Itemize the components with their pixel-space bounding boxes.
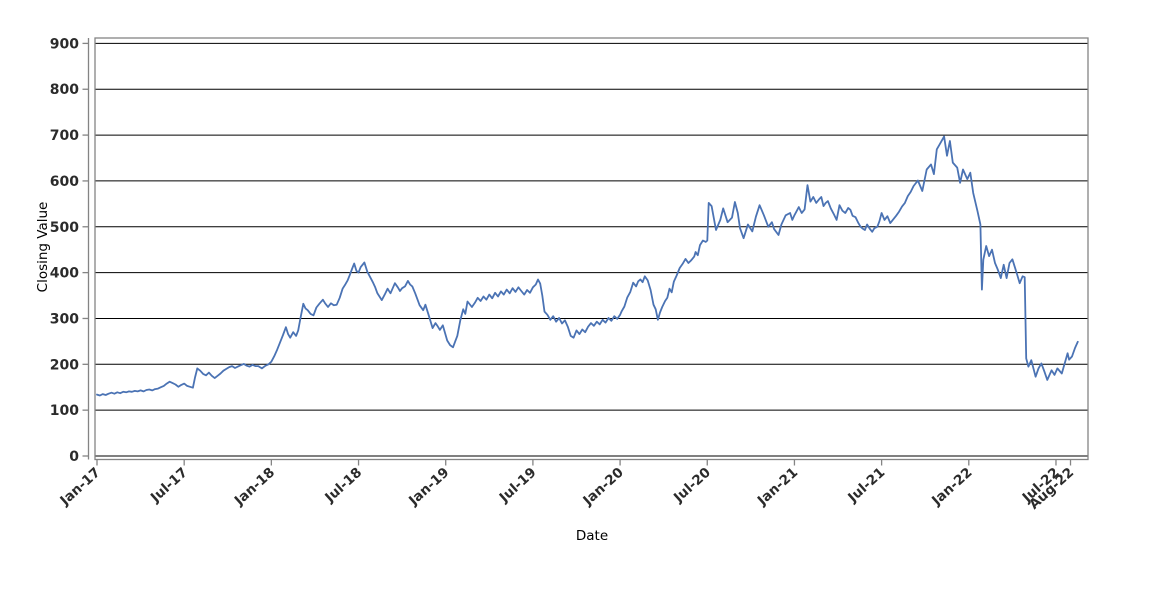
x-tick-label: Jan-22	[928, 465, 975, 510]
x-tick-label: Jan-19	[405, 465, 452, 510]
price-line-series	[96, 135, 1079, 397]
x-tick-label: Jan-18	[231, 465, 278, 510]
y-tick-label: 800	[50, 82, 79, 98]
x-tick-label: Jul-21	[844, 465, 888, 507]
x-tick-label: Jan-20	[580, 465, 627, 510]
y-tick-label: 500	[50, 220, 79, 236]
y-axis-ticks: 0 100 200 300 400 500 600 700 800 900	[50, 36, 89, 465]
plot-border	[94, 37, 1089, 461]
x-tick-label: Jul-17	[147, 465, 191, 507]
x-tick-label: Jul-20	[670, 465, 714, 507]
x-tick-label: Jan-21	[754, 465, 801, 510]
y-tick-label: 700	[50, 128, 79, 144]
y-gridlines	[95, 42, 1088, 457]
y-tick-label: 600	[50, 174, 79, 190]
x-tick-label: Jul-18	[321, 465, 365, 507]
y-tick-label: 100	[50, 403, 79, 419]
x-tick-label: Jul-19	[496, 465, 540, 507]
price-line	[96, 135, 1079, 397]
y-tick-label: 900	[50, 36, 79, 52]
y-tick-label: 400	[50, 266, 79, 282]
y-tick-label: 200	[50, 357, 79, 373]
y-axis-title: Closing Value	[35, 202, 51, 293]
y-tick-label: 300	[50, 311, 79, 327]
x-tick-label: Jan-17	[56, 465, 103, 510]
x-axis-title: Date	[576, 528, 608, 544]
y-tick-label: 0	[69, 449, 79, 465]
plot-frame	[87, 37, 1089, 461]
x-axis-ticks: Jan-17 Jul-17 Jan-18 Jul-18 Jan-19 Jul-19 Jan-…	[56, 459, 1077, 513]
